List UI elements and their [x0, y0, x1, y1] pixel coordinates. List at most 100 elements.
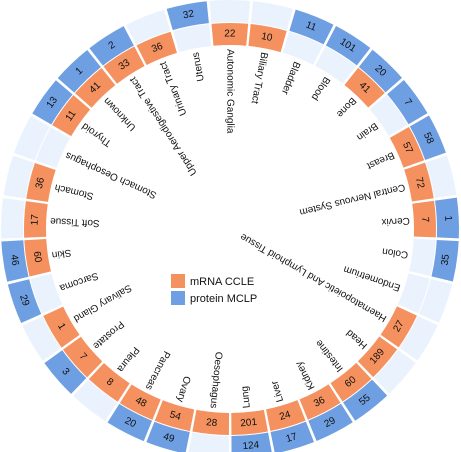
empty-ring-cell — [35, 127, 71, 168]
bar-mrna — [344, 67, 385, 108]
empty-ring-cell — [188, 432, 229, 452]
empty-ring-cell — [369, 94, 408, 136]
category-label: Autonomic Ganglia — [224, 49, 235, 134]
empty-ring-cell — [30, 273, 63, 314]
data-label-protein: 49 — [162, 431, 176, 445]
category-label: Breast — [365, 149, 396, 171]
bar-mrna — [88, 363, 130, 402]
bar-mrna — [192, 409, 230, 435]
data-label-protein: 7 — [401, 97, 413, 108]
legend-label-protein: protein MCLP — [190, 293, 257, 305]
bar-mrna — [154, 400, 195, 432]
data-label-mrna: 7 — [77, 351, 89, 363]
category-label: Stomach — [54, 181, 95, 201]
data-label-protein: 58 — [421, 131, 436, 146]
empty-ring-cell — [126, 9, 171, 45]
empty-ring-cell — [409, 238, 436, 277]
bar-mrna — [23, 201, 48, 238]
category-label: Intestine — [313, 337, 345, 374]
data-label-mrna: 7 — [419, 217, 430, 224]
empty-ring-cell — [399, 315, 438, 361]
bar-protein — [308, 403, 353, 442]
category-label: Sarcoma — [58, 270, 100, 294]
category-label: Brain — [354, 120, 379, 143]
bar-mrna — [103, 46, 145, 84]
data-label-protein: 3 — [59, 366, 71, 378]
bar-protein — [325, 26, 371, 66]
category-label: Cervix — [381, 215, 410, 227]
data-label-mrna: 36 — [312, 395, 327, 410]
bar-mrna — [412, 200, 436, 238]
data-label-protein: 32 — [182, 8, 195, 21]
bar-protein — [57, 49, 101, 93]
empty-ring-cell — [250, 1, 293, 30]
data-label-mrna: 28 — [206, 417, 219, 429]
empty-ring-cell — [173, 24, 212, 53]
empty-ring-cell — [315, 46, 357, 84]
category-label: Salivary Gland — [71, 282, 133, 324]
empty-ring-cell — [209, 0, 251, 23]
data-label-protein: 20 — [123, 415, 138, 430]
bar-protein — [387, 79, 428, 125]
category-label: Skin — [51, 247, 72, 261]
bar-protein — [231, 432, 272, 452]
empty-ring-cell — [282, 31, 324, 65]
category-label: Colon — [382, 245, 409, 260]
legend-swatch-protein — [171, 291, 185, 305]
data-label-mrna: 1 — [55, 321, 68, 332]
data-label-mrna: 27 — [391, 318, 406, 334]
bar-mrna — [52, 95, 91, 137]
empty-ring-cell — [22, 316, 61, 361]
bar-protein — [289, 9, 334, 45]
bar-mrna — [231, 409, 268, 435]
empty-ring-cell — [418, 278, 453, 323]
bar-mrna — [330, 362, 372, 402]
bar-mrna — [43, 306, 80, 348]
data-label-mrna: 57 — [400, 141, 415, 156]
bar-protein — [146, 421, 190, 452]
data-label-mrna: 48 — [133, 395, 148, 410]
empty-ring-cell — [425, 155, 457, 199]
category-label: Bladder — [279, 60, 302, 97]
empty-ring-cell — [73, 379, 118, 421]
bar-protein — [166, 1, 209, 31]
bar-mrna — [119, 384, 161, 420]
bar-protein — [435, 197, 459, 239]
bar-mrna — [211, 22, 249, 46]
legend: mRNA CCLE protein MCLP — [171, 274, 257, 305]
data-label-mrna: 36 — [34, 176, 47, 190]
bar-protein — [343, 379, 388, 421]
data-label-protein: 1 — [74, 65, 86, 77]
bar-mrna — [266, 400, 306, 432]
category-label: Endometrium — [342, 263, 402, 293]
bar-mrna — [136, 31, 177, 66]
data-label-protein: 46 — [8, 254, 21, 267]
empty-ring-cell — [373, 349, 416, 394]
category-label: Unknown — [102, 95, 139, 133]
bar-mrna — [389, 126, 425, 168]
data-label-mrna: 54 — [168, 409, 182, 423]
data-label-protein: 35 — [440, 253, 453, 266]
legend-label-mrna: mRNA CCLE — [190, 276, 254, 288]
data-label-mrna: 36 — [150, 41, 165, 56]
bar-protein — [270, 421, 314, 452]
category-label: Bone — [334, 95, 358, 120]
data-label-protein: 124 — [242, 440, 260, 452]
category-label: Pancreas — [143, 349, 172, 392]
data-label-mrna: 22 — [224, 28, 236, 39]
category-label: Oesophagus — [208, 351, 224, 409]
bar-mrna — [357, 336, 398, 378]
bar-mrna — [404, 162, 434, 202]
category-label: Pleura — [114, 344, 141, 374]
data-label-mrna: 72 — [413, 176, 426, 190]
data-label-protein: 1 — [442, 215, 453, 222]
bar-protein — [89, 26, 134, 66]
bar-protein — [409, 115, 446, 160]
category-label: Ovary — [174, 375, 192, 404]
bar-mrna — [63, 336, 103, 378]
empty-ring-cell — [3, 155, 34, 199]
data-label-mrna: 201 — [240, 417, 258, 430]
